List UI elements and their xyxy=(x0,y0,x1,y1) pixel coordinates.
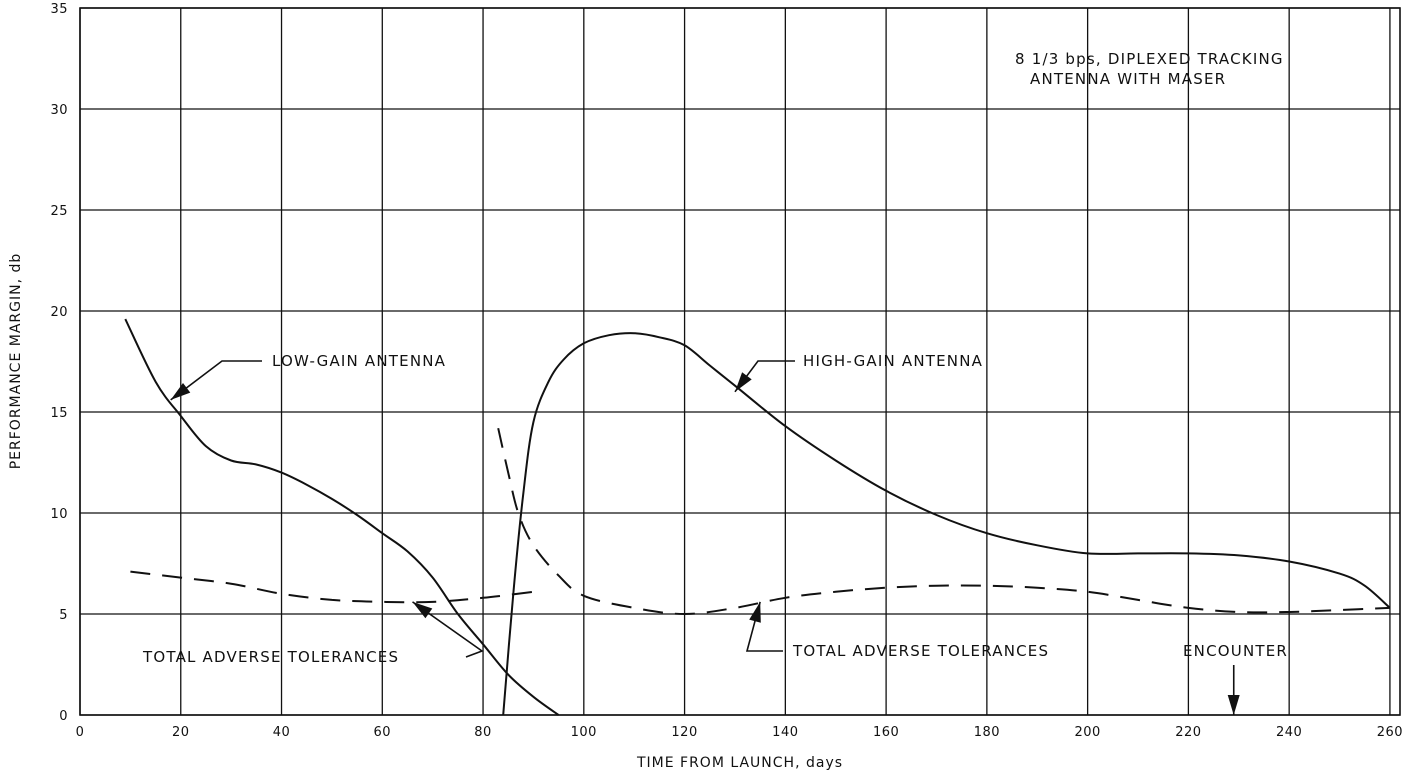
low-gain-antenna-label: LOW-GAIN ANTENNA xyxy=(272,352,446,370)
y-tick-label: 0 xyxy=(59,709,68,724)
condition-note-line-2: ANTENNA WITH MASER xyxy=(1030,70,1226,88)
total-adverse-tolerances-label-right: TOTAL ADVERSE TOLERANCES xyxy=(792,642,1049,660)
y-tick-label: 20 xyxy=(50,305,68,320)
total-adverse-tolerances-right-arrowhead xyxy=(749,601,761,623)
x-axis-title: TIME FROM LAUNCH, days xyxy=(636,755,843,771)
x-tick-label: 100 xyxy=(571,725,597,740)
y-tick-label: 10 xyxy=(50,507,68,522)
condition-note-line-1: 8 1/3 bps, DIPLEXED TRACKING xyxy=(1015,50,1284,68)
low-gain-antenna-arrowhead xyxy=(170,383,191,400)
y-tick-label: 5 xyxy=(59,608,68,623)
y-tick-label: 35 xyxy=(50,2,68,17)
x-tick-label: 160 xyxy=(873,725,899,740)
total-adverse-tolerances-left-arrowhead xyxy=(412,601,433,619)
high-gain-antenna-label: HIGH-GAIN ANTENNA xyxy=(803,352,983,370)
plot-frame xyxy=(79,7,1401,716)
adverse-tolerances-high-gain-curve xyxy=(497,427,1390,616)
x-tick-labels: 0 20 40 60 80 100 120 140 160 180 200 220 240 260 xyxy=(76,725,1403,740)
total-adverse-tolerances-right-leader xyxy=(745,601,783,652)
x-tick-label: 20 xyxy=(172,725,190,740)
high-gain-antenna-curve xyxy=(502,332,1391,716)
total-adverse-tolerances-label-left: TOTAL ADVERSE TOLERANCES xyxy=(142,648,399,666)
low-gain-antenna-leader xyxy=(170,360,262,401)
y-tick-label: 30 xyxy=(50,103,68,118)
x-tick-label: 80 xyxy=(474,725,492,740)
y-tick-label: 25 xyxy=(50,204,68,219)
x-tick-label: 200 xyxy=(1074,725,1100,740)
x-tick-label: 60 xyxy=(374,725,392,740)
y-tick-labels: 0 5 10 15 20 25 30 35 xyxy=(50,2,68,724)
high-gain-antenna-arrowhead xyxy=(735,372,752,392)
adverse-tolerances-low-gain-curve xyxy=(130,570,534,604)
low-gain-antenna-curve xyxy=(124,318,560,716)
annotation-leaders xyxy=(170,360,1240,715)
total-adverse-tolerances-left-leader xyxy=(412,601,484,658)
x-tick-label: 180 xyxy=(974,725,1000,740)
x-tick-label: 240 xyxy=(1276,725,1302,740)
x-tick-label: 0 xyxy=(76,725,85,740)
series xyxy=(124,318,1391,716)
encounter-arrowhead xyxy=(1227,695,1240,715)
x-tick-label: 260 xyxy=(1377,725,1403,740)
encounter-label: ENCOUNTER xyxy=(1183,642,1288,660)
y-axis-title: PERFORMANCE MARGIN, db xyxy=(8,253,24,470)
x-tick-label: 220 xyxy=(1175,725,1201,740)
x-tick-label: 40 xyxy=(273,725,291,740)
y-tick-label: 15 xyxy=(50,406,68,421)
x-tick-label: 140 xyxy=(772,725,798,740)
x-tick-label: 120 xyxy=(671,725,697,740)
